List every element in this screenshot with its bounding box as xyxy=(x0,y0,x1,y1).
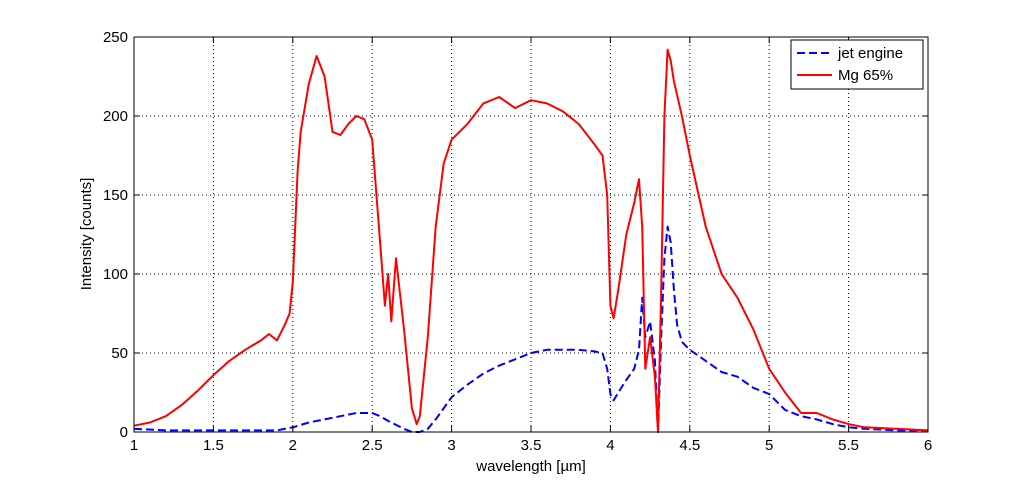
y-tick-label: 50 xyxy=(111,345,128,362)
series-line-mg-65 xyxy=(133,48,929,433)
legend-label-jet-engine: jet engine xyxy=(837,45,903,62)
x-tick-label: 4 xyxy=(606,437,614,454)
legend-label-mg-65: Mg 65% xyxy=(838,67,893,84)
y-tick-label: 250 xyxy=(103,29,128,46)
y-axis-label: Intensity [counts] xyxy=(78,178,95,291)
y-tick-label: 0 xyxy=(120,424,128,441)
series-line-jet-engine xyxy=(133,225,928,433)
x-tick-label: 1 xyxy=(130,437,138,454)
x-tick-label: 6 xyxy=(924,437,932,454)
y-tick-label: 150 xyxy=(103,187,128,204)
legend: jet engine Mg 65% xyxy=(790,39,924,90)
x-tick-label: 4.5 xyxy=(679,437,700,454)
grid-lines xyxy=(134,37,928,432)
x-tick-label: 5.5 xyxy=(838,437,859,454)
x-tick-label: 2 xyxy=(289,437,297,454)
x-axis-label: wavelength [µm] xyxy=(475,458,586,475)
legend-box xyxy=(790,39,924,90)
y-tick-label: 200 xyxy=(103,108,128,125)
axis-ticks: 1 1.5 2 2.5 3 3.5 4 4.5 5 5.5 6 0 50 100 150 200 250 xyxy=(103,29,932,454)
y-tick-label: 100 xyxy=(103,266,128,283)
x-tick-label: 5 xyxy=(765,437,773,454)
x-tick-label: 3 xyxy=(447,437,455,454)
x-tick-label: 2.5 xyxy=(362,437,383,454)
x-tick-label: 1.5 xyxy=(203,437,224,454)
plot-series xyxy=(133,48,929,433)
x-tick-label: 3.5 xyxy=(521,437,542,454)
